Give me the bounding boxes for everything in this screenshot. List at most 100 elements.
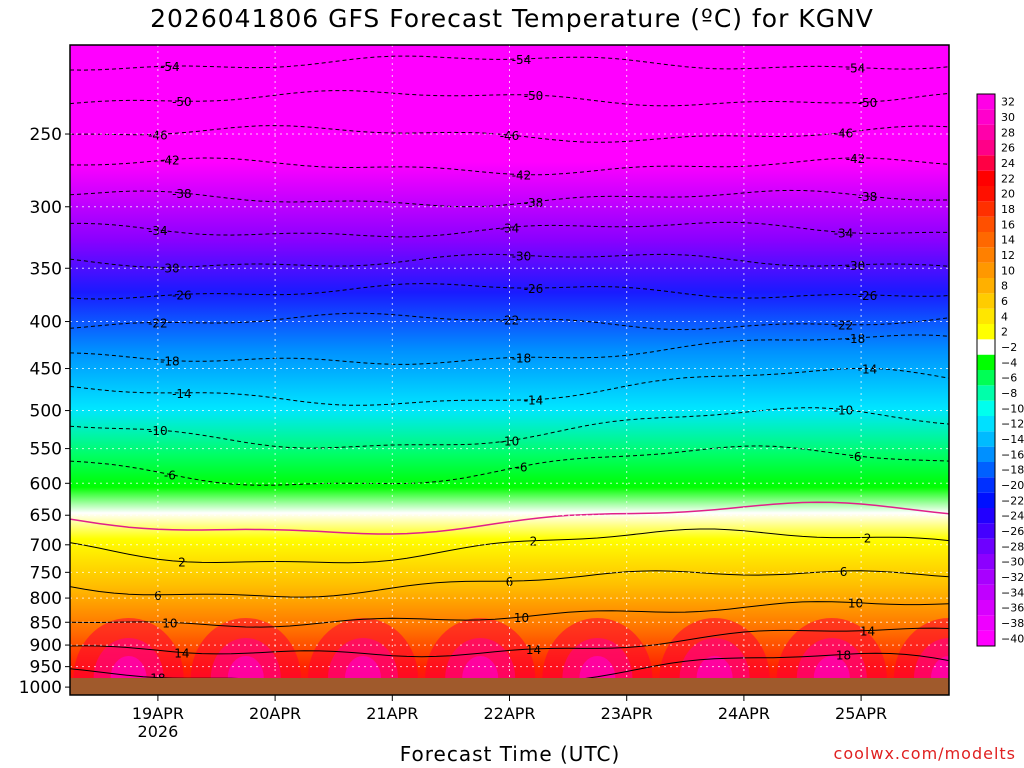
isotherm-label: -22 bbox=[834, 319, 854, 333]
colorbar-swatch bbox=[977, 109, 995, 125]
colorbar-tick-label: −32 bbox=[1001, 571, 1024, 584]
isotherm-label: -22 bbox=[500, 314, 520, 328]
isotherm-label: -50 bbox=[172, 95, 192, 109]
credit-link[interactable]: coolwx.com/modelts bbox=[833, 744, 1016, 763]
isotherm-line bbox=[70, 627, 949, 658]
isotherm-label: -18 bbox=[512, 351, 532, 365]
colorbar-swatch bbox=[977, 308, 995, 324]
y-tick-label: 400 bbox=[30, 313, 62, 333]
y-tick-label: 1000 bbox=[19, 678, 62, 698]
isotherm-label: -6 bbox=[516, 460, 528, 474]
isotherm-label: -26 bbox=[858, 289, 878, 303]
colorbar-swatch bbox=[977, 400, 995, 416]
colorbar-tick-label: −10 bbox=[1001, 402, 1024, 415]
isotherm-label: 6 bbox=[840, 565, 848, 579]
colorbar-swatch bbox=[977, 216, 995, 232]
isotherm-label: -54 bbox=[846, 61, 866, 75]
colorbar-swatch bbox=[977, 508, 995, 524]
colorbar-tick-label: −22 bbox=[1001, 494, 1024, 507]
colorbar-swatch bbox=[977, 462, 995, 478]
colorbar-swatch bbox=[977, 538, 995, 554]
y-tick-label: 900 bbox=[30, 636, 62, 656]
colorbar-swatch bbox=[977, 431, 995, 447]
colorbar-tick-label: 8 bbox=[1001, 280, 1008, 293]
isotherm-line bbox=[70, 221, 949, 238]
isotherm-line bbox=[70, 407, 949, 449]
isotherm-label: -18 bbox=[846, 332, 866, 346]
isotherm-label: -38 bbox=[172, 187, 192, 201]
colorbar-tick-label: −2 bbox=[1001, 341, 1017, 354]
colorbar-tick-label: −28 bbox=[1001, 540, 1024, 553]
y-tick-label: 700 bbox=[30, 536, 62, 556]
colorbar-swatch bbox=[977, 155, 995, 171]
colorbar-tick-label: 24 bbox=[1001, 157, 1015, 170]
isotherm-label: -38 bbox=[858, 190, 878, 204]
colorbar-frame bbox=[976, 93, 996, 647]
isotherm-line bbox=[70, 570, 949, 598]
colorbar-tick-label: 32 bbox=[1001, 96, 1015, 109]
x-tick-label: 21APR bbox=[366, 704, 418, 723]
isotherm-label: -26 bbox=[172, 288, 192, 302]
colorbar-swatch bbox=[977, 370, 995, 386]
isotherm-line bbox=[70, 528, 949, 564]
isotherm-label: -42 bbox=[512, 169, 532, 183]
isotherm-label: 6 bbox=[154, 589, 162, 603]
x-tick-label: 25APR bbox=[835, 704, 887, 723]
isotherm-label: -50 bbox=[524, 89, 544, 103]
colorbar-swatch bbox=[977, 124, 995, 140]
isotherm-label: -34 bbox=[148, 224, 168, 238]
isotherm-label: 2 bbox=[530, 535, 538, 549]
colorbar-tick-label: −18 bbox=[1001, 464, 1024, 477]
y-tick-label: 450 bbox=[30, 360, 62, 380]
isotherm-line bbox=[70, 367, 949, 406]
y-tick-label: 750 bbox=[30, 563, 62, 583]
colorbar-swatch bbox=[977, 554, 995, 570]
colorbar-swatch bbox=[977, 293, 995, 309]
y-tick-label: 650 bbox=[30, 506, 62, 526]
colorbar-swatch bbox=[977, 584, 995, 600]
colorbar-tick-label: −16 bbox=[1001, 448, 1024, 461]
colorbar-tick-label: −30 bbox=[1001, 556, 1024, 569]
colorbar-tick-label: −24 bbox=[1001, 510, 1024, 523]
y-tick-label: 350 bbox=[30, 259, 62, 279]
isotherm-label: 14 bbox=[526, 643, 541, 657]
y-tick-label: 550 bbox=[30, 440, 62, 460]
colorbar-swatch bbox=[977, 140, 995, 156]
colorbar-swatch bbox=[977, 324, 995, 340]
colorbar-swatch bbox=[977, 477, 995, 493]
colorbar-tick-label: 14 bbox=[1001, 234, 1015, 247]
colorbar-tick-label: 4 bbox=[1001, 310, 1008, 323]
x-axis-label: Forecast Time (UTC) bbox=[399, 742, 621, 766]
colorbar-tick-label: −38 bbox=[1001, 617, 1024, 630]
ground-strip bbox=[70, 678, 949, 695]
freezing-level-line bbox=[70, 501, 949, 535]
colorbar-tick-label: 12 bbox=[1001, 249, 1015, 262]
x-tick-label: 20APR bbox=[249, 704, 301, 723]
x-tick-label: 23APR bbox=[601, 704, 653, 723]
isotherm-label: -10 bbox=[148, 424, 168, 438]
y-tick-label: 800 bbox=[30, 589, 62, 609]
isotherm-label: 10 bbox=[848, 597, 863, 611]
colorbar-swatch bbox=[977, 523, 995, 539]
colorbar-tick-label: −8 bbox=[1001, 387, 1017, 400]
colorbar-tick-label: 10 bbox=[1001, 264, 1015, 277]
chart-title: 2026041806 GFS Forecast Temperature (ºC)… bbox=[150, 4, 874, 33]
x-tick-label: 19APR bbox=[132, 704, 184, 723]
y-tick-label: 500 bbox=[30, 402, 62, 422]
colorbar-swatch bbox=[977, 201, 995, 217]
colorbar-tick-label: 2 bbox=[1001, 326, 1008, 339]
isotherm-line bbox=[70, 601, 949, 628]
colorbar-swatch bbox=[977, 94, 995, 110]
isotherm-label: -26 bbox=[524, 282, 544, 296]
colorbar-swatch bbox=[977, 615, 995, 631]
colorbar-swatch bbox=[977, 446, 995, 462]
colorbar-swatch bbox=[977, 186, 995, 202]
isotherm-label: 2 bbox=[178, 556, 186, 570]
isotherm-label: -30 bbox=[512, 249, 532, 263]
colorbar-swatch bbox=[977, 262, 995, 278]
isotherm-label: -54 bbox=[160, 60, 180, 74]
colorbar: −40−38−36−34−32−30−28−26−24−22−20−18−16−… bbox=[976, 93, 1024, 647]
colorbar-swatch bbox=[977, 278, 995, 294]
isotherm-label: -42 bbox=[160, 154, 180, 168]
